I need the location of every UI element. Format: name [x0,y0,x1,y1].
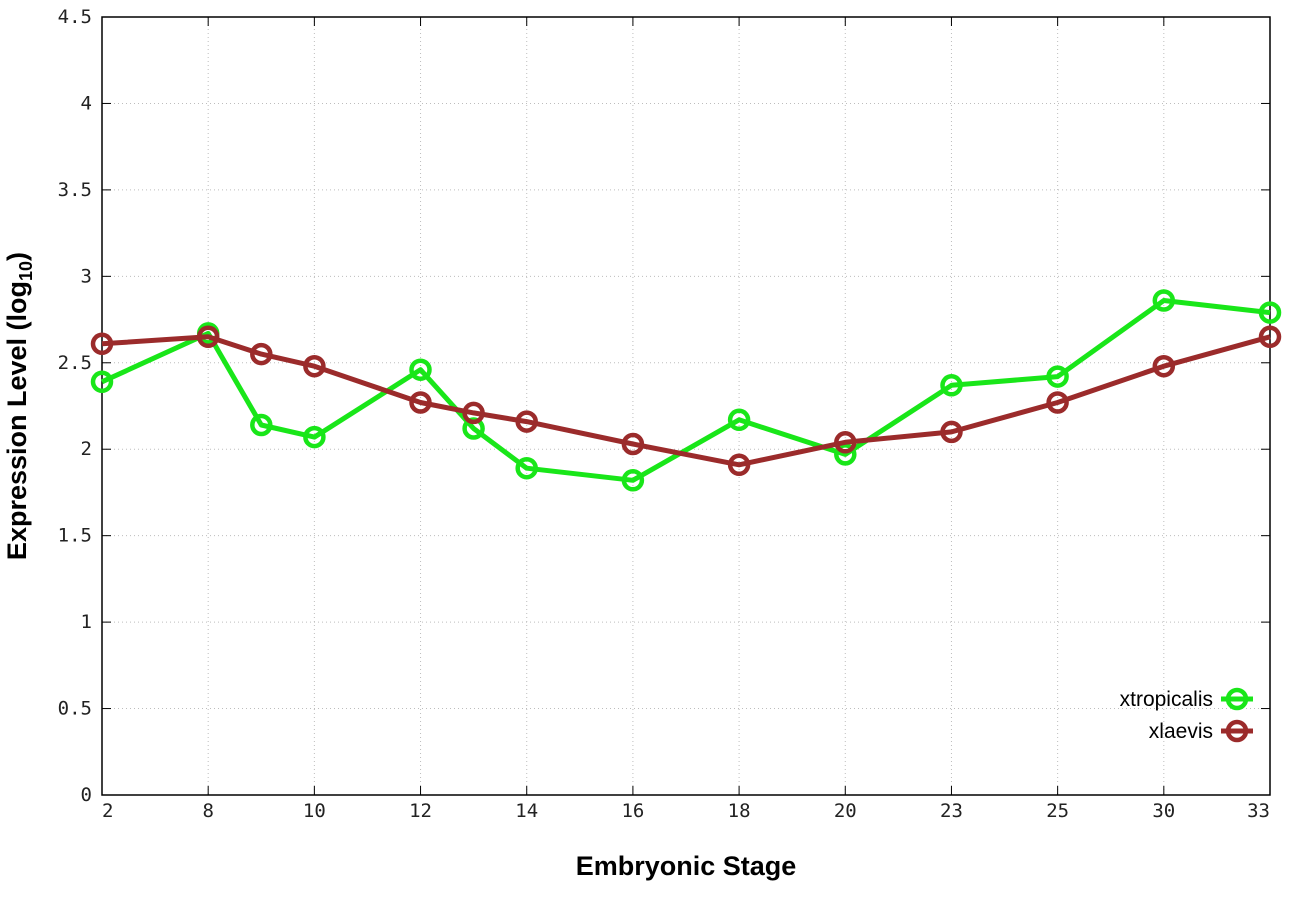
x-tick-label: 20 [834,800,857,822]
data-point [1152,354,1176,378]
x-tick-label: 18 [728,800,751,822]
legend-marker [1225,687,1249,711]
data-point [621,469,645,492]
data-point [409,358,432,381]
data-point [940,420,963,444]
y-tick-label: 0 [81,784,92,806]
y-tick-label: 3 [81,265,92,287]
legend-label: xtropicalis [1120,688,1213,711]
x-tick-label: 10 [303,800,326,822]
x-tick-label: 12 [409,800,432,822]
x-tick-label: 23 [940,800,963,822]
data-point [515,456,538,480]
grid [102,17,1270,795]
x-axis-title: Embryonic Stage [576,851,797,881]
data-point [462,417,485,440]
data-point [515,410,538,433]
data-point [727,408,751,432]
legend-marker [1225,719,1249,743]
y-tick-label: 2 [81,438,92,460]
data-point [940,374,963,397]
data-point [250,413,273,437]
y-axis-title-subscript: 10 [16,261,36,281]
series-xtropicalis [90,289,1282,492]
x-tick-label: 33 [1247,800,1270,822]
y-tick-label: 4 [81,92,92,114]
legend-item: xtropicalis [1120,687,1253,711]
legend: xtropicalis xlaevis [1120,687,1253,743]
data-point [1152,289,1176,312]
data-point [1258,325,1282,349]
data-point [834,443,857,466]
x-tick-label: 16 [621,800,644,822]
legend-label: xlaevis [1149,720,1213,743]
series-layer [90,289,1282,492]
y-tick-label: 0.5 [58,698,92,720]
axis-ticks: 0 0.5 1 1.5 2 2.5 3 3.5 4 4.5 2 8 10 12 14 16 18 20 23 25 30… [58,6,1271,822]
data-point [1046,391,1069,414]
x-tick-label: 14 [515,800,538,822]
y-tick-label: 1 [81,611,92,633]
data-point [727,453,751,477]
data-point [303,354,326,378]
y-tick-label: 2.5 [58,352,92,374]
data-point [90,332,114,356]
data-point [250,342,273,366]
data-point [90,370,114,394]
x-tick-label: 25 [1046,800,1069,822]
data-point [834,431,857,454]
y-tick-label: 1.5 [58,525,92,547]
plot-frame [101,16,1271,796]
y-tick-label: 3.5 [58,179,92,201]
legend-item: xlaevis [1149,719,1253,743]
y-axis-title-main: Expression Level (log [2,281,32,560]
x-tick-label: 2 [102,800,113,822]
series-xlaevis [90,325,1282,477]
series-line [101,334,1271,468]
data-point [621,432,645,456]
data-point [1258,301,1282,324]
data-point [1046,365,1069,388]
y-axis-title: Expression Level (log10) [2,252,36,560]
data-point [303,425,326,449]
x-tick-label: 30 [1152,800,1175,822]
data-point [409,391,432,414]
y-axis-title-suffix: ) [2,252,32,261]
data-point [196,325,220,349]
x-tick-label: 8 [202,800,213,822]
y-tick-label: 4.5 [58,6,92,28]
data-point [462,401,485,425]
